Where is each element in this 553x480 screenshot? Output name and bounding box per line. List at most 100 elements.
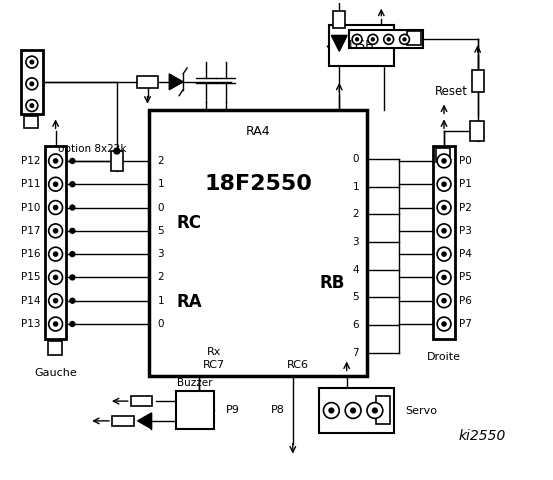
Polygon shape bbox=[331, 36, 347, 51]
Circle shape bbox=[442, 205, 446, 210]
Circle shape bbox=[387, 38, 390, 41]
Text: P3: P3 bbox=[459, 226, 472, 236]
Bar bbox=[24, 117, 38, 128]
Text: ki2550: ki2550 bbox=[459, 429, 507, 443]
Text: Reset: Reset bbox=[435, 85, 468, 98]
Text: P9: P9 bbox=[226, 405, 239, 415]
Text: 0: 0 bbox=[158, 203, 164, 213]
Text: P7: P7 bbox=[459, 319, 472, 329]
Text: 1: 1 bbox=[352, 181, 359, 192]
Text: Droite: Droite bbox=[427, 352, 461, 361]
Text: P17: P17 bbox=[21, 226, 41, 236]
Circle shape bbox=[54, 182, 58, 186]
Text: P12: P12 bbox=[21, 156, 41, 166]
Circle shape bbox=[442, 252, 446, 256]
Circle shape bbox=[437, 271, 451, 284]
Bar bbox=[349, 30, 423, 48]
Circle shape bbox=[70, 228, 75, 233]
Text: RA4: RA4 bbox=[246, 125, 270, 138]
Bar bbox=[131, 396, 153, 406]
Text: P16: P16 bbox=[21, 249, 41, 259]
Bar bbox=[433, 146, 455, 339]
Circle shape bbox=[26, 78, 38, 90]
Bar bbox=[48, 341, 61, 355]
Circle shape bbox=[400, 35, 409, 44]
Bar bbox=[408, 32, 421, 45]
Circle shape bbox=[54, 252, 58, 256]
Bar bbox=[111, 151, 123, 171]
Circle shape bbox=[70, 158, 75, 163]
Circle shape bbox=[26, 100, 38, 111]
Circle shape bbox=[442, 182, 446, 186]
Circle shape bbox=[368, 35, 378, 44]
Text: P0: P0 bbox=[459, 156, 472, 166]
Circle shape bbox=[372, 38, 374, 41]
Circle shape bbox=[54, 159, 58, 163]
Circle shape bbox=[437, 247, 451, 261]
Circle shape bbox=[442, 322, 446, 326]
Circle shape bbox=[437, 294, 451, 308]
Circle shape bbox=[373, 408, 377, 413]
Circle shape bbox=[403, 38, 406, 41]
Circle shape bbox=[437, 177, 451, 191]
Bar bbox=[21, 50, 43, 114]
Bar bbox=[112, 416, 134, 426]
Circle shape bbox=[49, 224, 62, 238]
Text: P1: P1 bbox=[459, 179, 472, 189]
Circle shape bbox=[442, 229, 446, 233]
Circle shape bbox=[442, 299, 446, 303]
Text: RC: RC bbox=[176, 214, 201, 232]
Text: 2: 2 bbox=[352, 209, 359, 219]
Circle shape bbox=[70, 298, 75, 303]
Bar bbox=[320, 388, 394, 433]
Circle shape bbox=[437, 317, 451, 331]
Text: P5: P5 bbox=[459, 273, 472, 282]
Text: P4: P4 bbox=[459, 249, 472, 259]
Text: Servo: Servo bbox=[405, 406, 437, 416]
Circle shape bbox=[54, 229, 58, 233]
Circle shape bbox=[70, 322, 75, 326]
Text: P14: P14 bbox=[21, 296, 41, 306]
Circle shape bbox=[49, 271, 62, 284]
Circle shape bbox=[437, 201, 451, 215]
Circle shape bbox=[26, 56, 38, 68]
Text: 4: 4 bbox=[352, 264, 359, 275]
Text: 2: 2 bbox=[158, 156, 164, 166]
Text: RC7: RC7 bbox=[202, 360, 225, 370]
Polygon shape bbox=[138, 413, 152, 429]
Text: 2: 2 bbox=[158, 273, 164, 282]
Text: P8: P8 bbox=[271, 405, 285, 415]
Text: 7: 7 bbox=[352, 348, 359, 358]
Bar bbox=[469, 121, 483, 141]
Bar bbox=[45, 146, 66, 339]
Circle shape bbox=[49, 177, 62, 191]
Text: 1: 1 bbox=[158, 296, 164, 306]
Text: 0: 0 bbox=[352, 154, 359, 164]
Circle shape bbox=[54, 299, 58, 303]
Text: P6: P6 bbox=[459, 296, 472, 306]
Circle shape bbox=[49, 201, 62, 215]
Text: 3: 3 bbox=[158, 249, 164, 259]
Circle shape bbox=[70, 205, 75, 210]
Circle shape bbox=[30, 104, 34, 108]
Polygon shape bbox=[169, 74, 183, 90]
Bar bbox=[333, 11, 345, 28]
Text: Rx: Rx bbox=[207, 347, 221, 357]
Circle shape bbox=[356, 38, 358, 41]
Bar bbox=[376, 396, 390, 424]
Text: 3: 3 bbox=[352, 237, 359, 247]
Circle shape bbox=[70, 275, 75, 280]
Bar bbox=[472, 70, 483, 92]
Circle shape bbox=[352, 35, 362, 44]
Circle shape bbox=[54, 322, 58, 326]
Text: 0: 0 bbox=[158, 319, 164, 329]
Circle shape bbox=[367, 403, 383, 419]
Circle shape bbox=[54, 205, 58, 210]
Text: USB: USB bbox=[348, 39, 374, 52]
Text: 5: 5 bbox=[352, 292, 359, 302]
Circle shape bbox=[329, 408, 333, 413]
Circle shape bbox=[49, 154, 62, 168]
Circle shape bbox=[70, 182, 75, 187]
Text: Gauche: Gauche bbox=[34, 369, 77, 378]
Bar bbox=[436, 148, 450, 162]
